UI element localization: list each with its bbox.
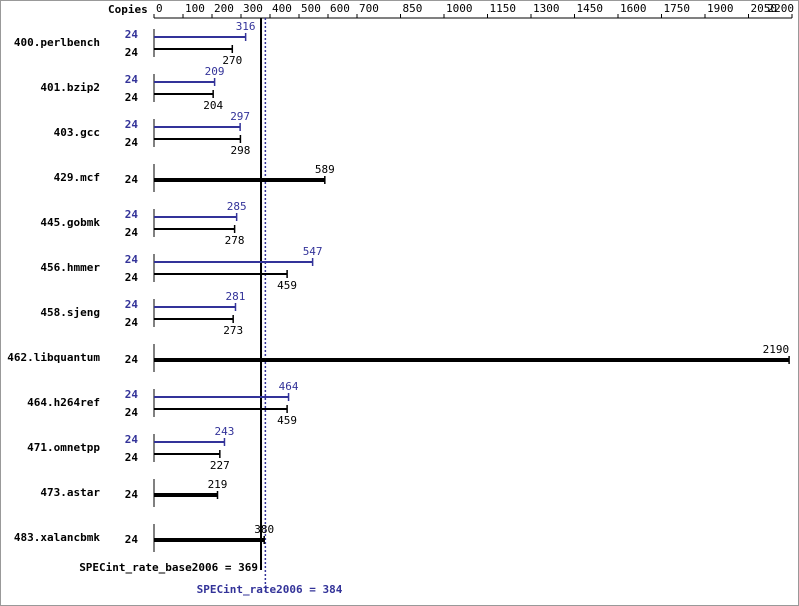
copies-label: 24 — [125, 533, 139, 546]
copies-label: 24 — [125, 118, 139, 131]
x-tick-label: 1600 — [620, 2, 647, 15]
copies-label: 24 — [125, 73, 139, 86]
value-label: 316 — [236, 20, 256, 33]
value-label: 209 — [205, 65, 225, 78]
value-label: 281 — [226, 290, 246, 303]
value-label: 589 — [315, 163, 335, 176]
copies-label: 24 — [125, 316, 139, 329]
copies-label: 24 — [125, 298, 139, 311]
x-tick-label: 1750 — [664, 2, 691, 15]
category-label: 458.sjeng — [40, 306, 100, 319]
category-label: 483.xalancbmk — [14, 531, 100, 544]
category-label: 456.hmmer — [40, 261, 100, 274]
copies-header: Copies — [108, 3, 148, 16]
copies-label: 24 — [125, 173, 139, 186]
value-label: 297 — [230, 110, 250, 123]
category-label: 464.h264ref — [27, 396, 100, 409]
reference-label: SPECint_rate_base2006 = 369 — [79, 561, 258, 574]
value-label: 204 — [203, 99, 223, 112]
value-label: 547 — [303, 245, 323, 258]
value-label: 298 — [230, 144, 250, 157]
value-label: 270 — [222, 54, 242, 67]
value-label: 2190 — [763, 343, 790, 356]
copies-label: 24 — [125, 271, 139, 284]
value-label: 227 — [210, 459, 230, 472]
copies-label: 24 — [125, 253, 139, 266]
value-label: 219 — [208, 478, 228, 491]
value-label: 243 — [215, 425, 235, 438]
value-label: 464 — [279, 380, 299, 393]
x-tick-label: 1000 — [446, 2, 473, 15]
x-tick-label: 700 — [359, 2, 379, 15]
category-label: 429.mcf — [54, 171, 100, 184]
x-tick-label: 850 — [403, 2, 423, 15]
x-tick-label: 2050 — [751, 2, 778, 15]
x-tick-label: 2200 — [768, 2, 795, 15]
copies-label: 24 — [125, 91, 139, 104]
x-tick-label: 1300 — [533, 2, 560, 15]
copies-label: 24 — [125, 353, 139, 366]
copies-label: 24 — [125, 488, 139, 501]
category-label: 401.bzip2 — [40, 81, 100, 94]
copies-label: 24 — [125, 46, 139, 59]
copies-label: 24 — [125, 28, 139, 41]
copies-label: 24 — [125, 136, 139, 149]
value-label: 273 — [223, 324, 243, 337]
category-label: 473.astar — [40, 486, 100, 499]
x-tick-label: 1150 — [490, 2, 517, 15]
x-tick-label: 100 — [185, 2, 205, 15]
x-tick-label: 0 — [156, 2, 163, 15]
x-tick-label: 400 — [272, 2, 292, 15]
copies-label: 24 — [125, 406, 139, 419]
category-label: 445.gobmk — [40, 216, 100, 229]
x-tick-label: 300 — [243, 2, 263, 15]
value-label: 380 — [254, 523, 274, 536]
category-label: 400.perlbench — [14, 36, 100, 49]
x-tick-label: 1450 — [577, 2, 604, 15]
category-label: 471.omnetpp — [27, 441, 100, 454]
category-label: 403.gcc — [54, 126, 100, 139]
x-tick-label: 600 — [330, 2, 350, 15]
copies-label: 24 — [125, 208, 139, 221]
x-tick-label: 500 — [301, 2, 321, 15]
value-label: 285 — [227, 200, 247, 213]
copies-label: 24 — [125, 451, 139, 464]
x-tick-label: 1900 — [707, 2, 734, 15]
value-label: 459 — [277, 414, 297, 427]
value-label: 278 — [225, 234, 245, 247]
copies-label: 24 — [125, 433, 139, 446]
copies-label: 24 — [125, 226, 139, 239]
copies-label: 24 — [125, 388, 139, 401]
category-label: 462.libquantum — [7, 351, 100, 364]
value-label: 459 — [277, 279, 297, 292]
x-tick-label: 200 — [214, 2, 234, 15]
reference-label: SPECint_rate2006 = 384 — [197, 583, 343, 596]
